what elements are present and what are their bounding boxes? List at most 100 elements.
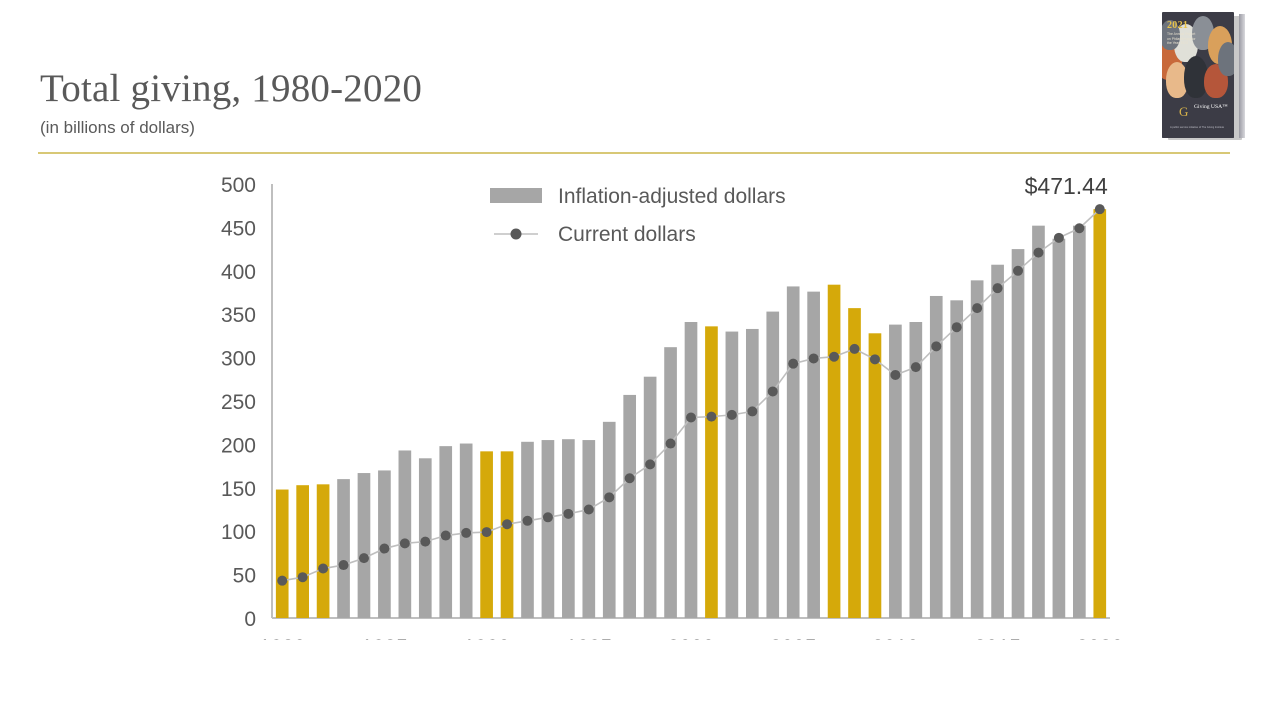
bar-2004[interactable] [766, 311, 780, 618]
page-subtitle: (in billions of dollars) [40, 118, 195, 137]
header-divider [38, 152, 1230, 154]
bar-1981[interactable] [296, 485, 309, 618]
data-point-1987[interactable] [420, 536, 431, 547]
bar-2020[interactable] [1093, 209, 1107, 618]
y-tick-label: 450 [221, 217, 256, 240]
bar-2019[interactable] [1073, 225, 1086, 618]
bar-1995[interactable] [582, 440, 596, 618]
data-point-2012[interactable] [931, 341, 942, 352]
bar-1991[interactable] [500, 451, 514, 618]
data-point-2008[interactable] [849, 343, 860, 354]
y-tick-label: 250 [221, 391, 256, 414]
data-point-2010[interactable] [890, 369, 901, 380]
bar-2003[interactable] [745, 328, 759, 618]
bar-2002[interactable] [725, 331, 739, 618]
data-point-2014[interactable] [972, 303, 983, 314]
data-point-2019[interactable] [1074, 223, 1085, 234]
x-tick-label: 2000 [668, 636, 715, 640]
data-point-1983[interactable] [338, 560, 349, 571]
y-tick-label: 150 [221, 478, 256, 501]
bar-1997[interactable] [623, 394, 637, 618]
data-point-1985[interactable] [379, 543, 390, 554]
legend-swatch-bar [490, 188, 542, 203]
y-tick-label: 200 [221, 434, 256, 457]
data-point-1982[interactable] [318, 563, 329, 574]
data-point-2006[interactable] [808, 353, 819, 364]
legend-label-current-dollars: Current dollars [558, 223, 696, 246]
data-point-1995[interactable] [583, 504, 594, 515]
line-current-dollars [277, 204, 1105, 586]
data-point-2018[interactable] [1053, 232, 1064, 243]
final-value-annotation: $471.44 [1025, 173, 1108, 199]
data-point-1984[interactable] [358, 553, 369, 564]
bar-1984[interactable] [357, 473, 371, 618]
bar-2015[interactable] [991, 264, 1004, 618]
value-annotation: $471.44 [1025, 173, 1108, 199]
data-point-2017[interactable] [1033, 247, 1044, 258]
data-point-1993[interactable] [542, 512, 553, 523]
data-point-2009[interactable] [869, 354, 880, 365]
bar-2010[interactable] [889, 324, 902, 618]
slide-footer: G Giving USA™ A public service initiativ… [0, 660, 1280, 720]
data-point-1998[interactable] [645, 459, 656, 470]
y-tick-label: 50 [233, 565, 256, 588]
data-point-2016[interactable] [1013, 265, 1024, 276]
data-point-2002[interactable] [726, 409, 737, 420]
data-point-1994[interactable] [563, 508, 574, 519]
bar-1980[interactable] [275, 489, 289, 618]
bar-2006[interactable] [807, 291, 820, 618]
data-point-1997[interactable] [624, 473, 635, 484]
data-point-1989[interactable] [461, 527, 472, 538]
bar-2009[interactable] [868, 333, 882, 618]
data-point-1988[interactable] [440, 530, 451, 541]
data-point-2003[interactable] [747, 406, 758, 417]
data-point-1980[interactable] [277, 575, 288, 586]
bar-1983[interactable] [337, 479, 350, 618]
bar-1992[interactable] [521, 441, 534, 618]
bars-inflation-adjusted [275, 209, 1107, 618]
bar-1986[interactable] [398, 450, 412, 618]
bar-2001[interactable] [705, 326, 718, 618]
data-point-2000[interactable] [686, 412, 696, 423]
bar-2007[interactable] [827, 284, 841, 618]
bar-2017[interactable] [1032, 225, 1045, 618]
cover-brand-mark: G [1179, 104, 1189, 119]
data-point-1990[interactable] [481, 527, 492, 538]
data-point-2013[interactable] [951, 322, 962, 333]
bar-1993[interactable] [541, 440, 555, 618]
data-point-1992[interactable] [522, 515, 533, 526]
data-point-1991[interactable] [502, 519, 513, 530]
cover-footer-note: A public service initiative of The Givin… [1170, 126, 1225, 129]
bar-2011[interactable] [909, 322, 923, 618]
data-point-2004[interactable] [767, 386, 778, 397]
data-point-2015[interactable] [992, 283, 1003, 294]
x-tick-label: 1995 [565, 636, 612, 640]
data-point-1986[interactable] [399, 538, 410, 549]
bar-2012[interactable] [929, 295, 943, 618]
data-point-2011[interactable] [910, 362, 921, 373]
bar-1996[interactable] [602, 421, 616, 618]
data-point-1981[interactable] [297, 572, 308, 583]
bar-2018[interactable] [1052, 238, 1066, 618]
cover-year: 2021 [1167, 20, 1189, 31]
bar-2014[interactable] [970, 280, 984, 618]
data-point-2020[interactable] [1094, 204, 1105, 215]
bar-2005[interactable] [786, 286, 800, 618]
x-tick-label: 2020 [1076, 636, 1120, 640]
bar-2008[interactable] [848, 308, 861, 618]
bar-2013[interactable] [950, 300, 964, 618]
data-point-2005[interactable] [788, 358, 799, 369]
data-point-1996[interactable] [604, 492, 615, 503]
bar-1982[interactable] [316, 484, 330, 618]
bar-2016[interactable] [1011, 249, 1025, 618]
bar-1999[interactable] [664, 347, 677, 618]
data-point-2007[interactable] [829, 351, 840, 362]
bar-1994[interactable] [562, 439, 575, 618]
data-point-1999[interactable] [665, 438, 676, 449]
slide-header: Total giving, 1980-2020 (in billions of … [0, 0, 1280, 160]
bar-1998[interactable] [643, 376, 657, 618]
data-point-2001[interactable] [706, 411, 717, 422]
bar-2000[interactable] [684, 322, 698, 618]
